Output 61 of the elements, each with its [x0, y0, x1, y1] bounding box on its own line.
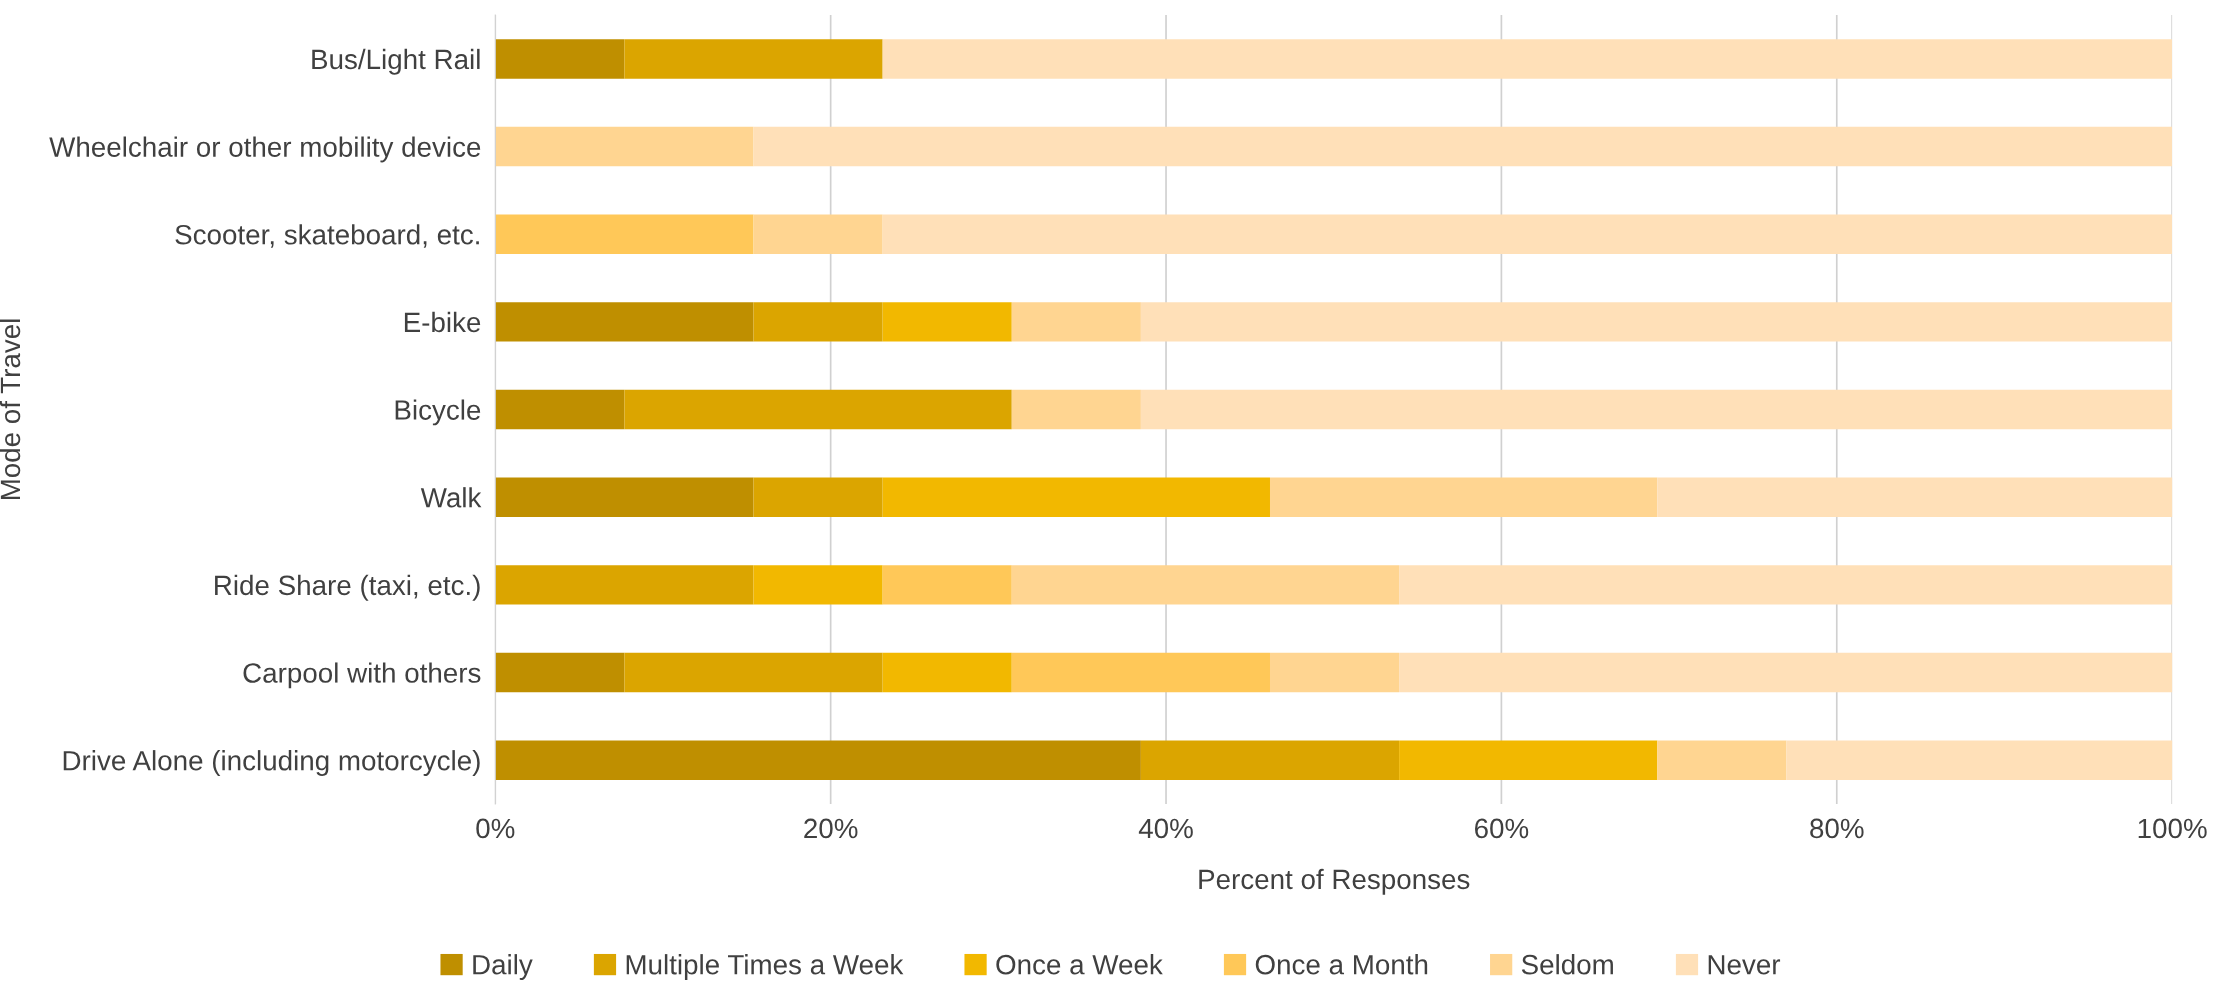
bar — [495, 389, 625, 430]
bar — [495, 302, 754, 342]
bar — [1269, 652, 1400, 693]
bar — [495, 477, 754, 517]
bar — [624, 39, 883, 79]
bar — [753, 302, 883, 342]
bar — [1786, 740, 2173, 780]
bar — [882, 565, 1012, 605]
y-tick-label: Bicycle — [395, 399, 481, 426]
bar — [495, 126, 754, 167]
bar — [1011, 652, 1270, 693]
y-tick-label: Bus/Light Rail — [312, 48, 480, 75]
x-tick-label: 80% — [1810, 818, 1864, 839]
bar — [1399, 740, 1658, 780]
x-tick-label: 20% — [804, 818, 858, 839]
bar — [882, 214, 2173, 254]
bar — [1657, 740, 1787, 780]
y-axis-title: Mode of Travel — [0, 319, 21, 500]
bar — [1011, 302, 1141, 342]
bar — [624, 652, 883, 693]
bar — [1011, 565, 1400, 605]
bar — [495, 39, 625, 79]
bar — [1399, 652, 2173, 693]
bar — [495, 740, 1141, 780]
x-tick-label: 60% — [1475, 818, 1529, 839]
bar — [1399, 565, 2173, 605]
bar — [1140, 302, 2173, 342]
legend-label: Multiple Times a Week — [626, 954, 904, 980]
y-tick-label: Walk — [420, 487, 482, 508]
legend-label: Once a Week — [996, 954, 1163, 975]
y-tick-label: E-bike — [404, 311, 481, 333]
y-tick-label: Carpool with others — [243, 662, 481, 689]
legend-label: Seldom — [1521, 954, 1613, 975]
x-tick-label: 0% — [476, 818, 515, 839]
y-tick-label: Wheelchair or other mobility device — [49, 136, 481, 163]
bar — [882, 39, 2173, 79]
y-tick-label: Ride Share (taxi, etc.) — [215, 574, 480, 601]
y-tick-label: Drive Alone (including motorcycle) — [63, 750, 480, 776]
bar — [753, 126, 2173, 167]
bar — [753, 477, 883, 517]
bar — [882, 302, 1012, 342]
bar — [1011, 389, 1141, 430]
bar — [753, 565, 883, 605]
legend-label: Once a Month — [1255, 954, 1428, 975]
legend-label: Never — [1708, 955, 1781, 975]
bar — [1269, 477, 1658, 517]
bar — [882, 652, 1012, 693]
bar — [1657, 477, 2173, 517]
y-tick-label: Scooter, skateboard, etc. — [175, 224, 479, 248]
bar — [624, 389, 1012, 430]
bar — [882, 477, 1270, 517]
bar — [495, 652, 625, 693]
legend-label: Daily — [473, 954, 533, 980]
x-tick-label: 40% — [1138, 818, 1193, 839]
bar — [1140, 740, 1400, 780]
bar — [495, 565, 754, 605]
bar — [495, 214, 754, 254]
x-axis-title: Percent of Responses — [1199, 868, 1470, 895]
bar — [1140, 389, 2173, 430]
bar — [753, 214, 883, 254]
x-tick-label: 100% — [2138, 818, 2207, 839]
